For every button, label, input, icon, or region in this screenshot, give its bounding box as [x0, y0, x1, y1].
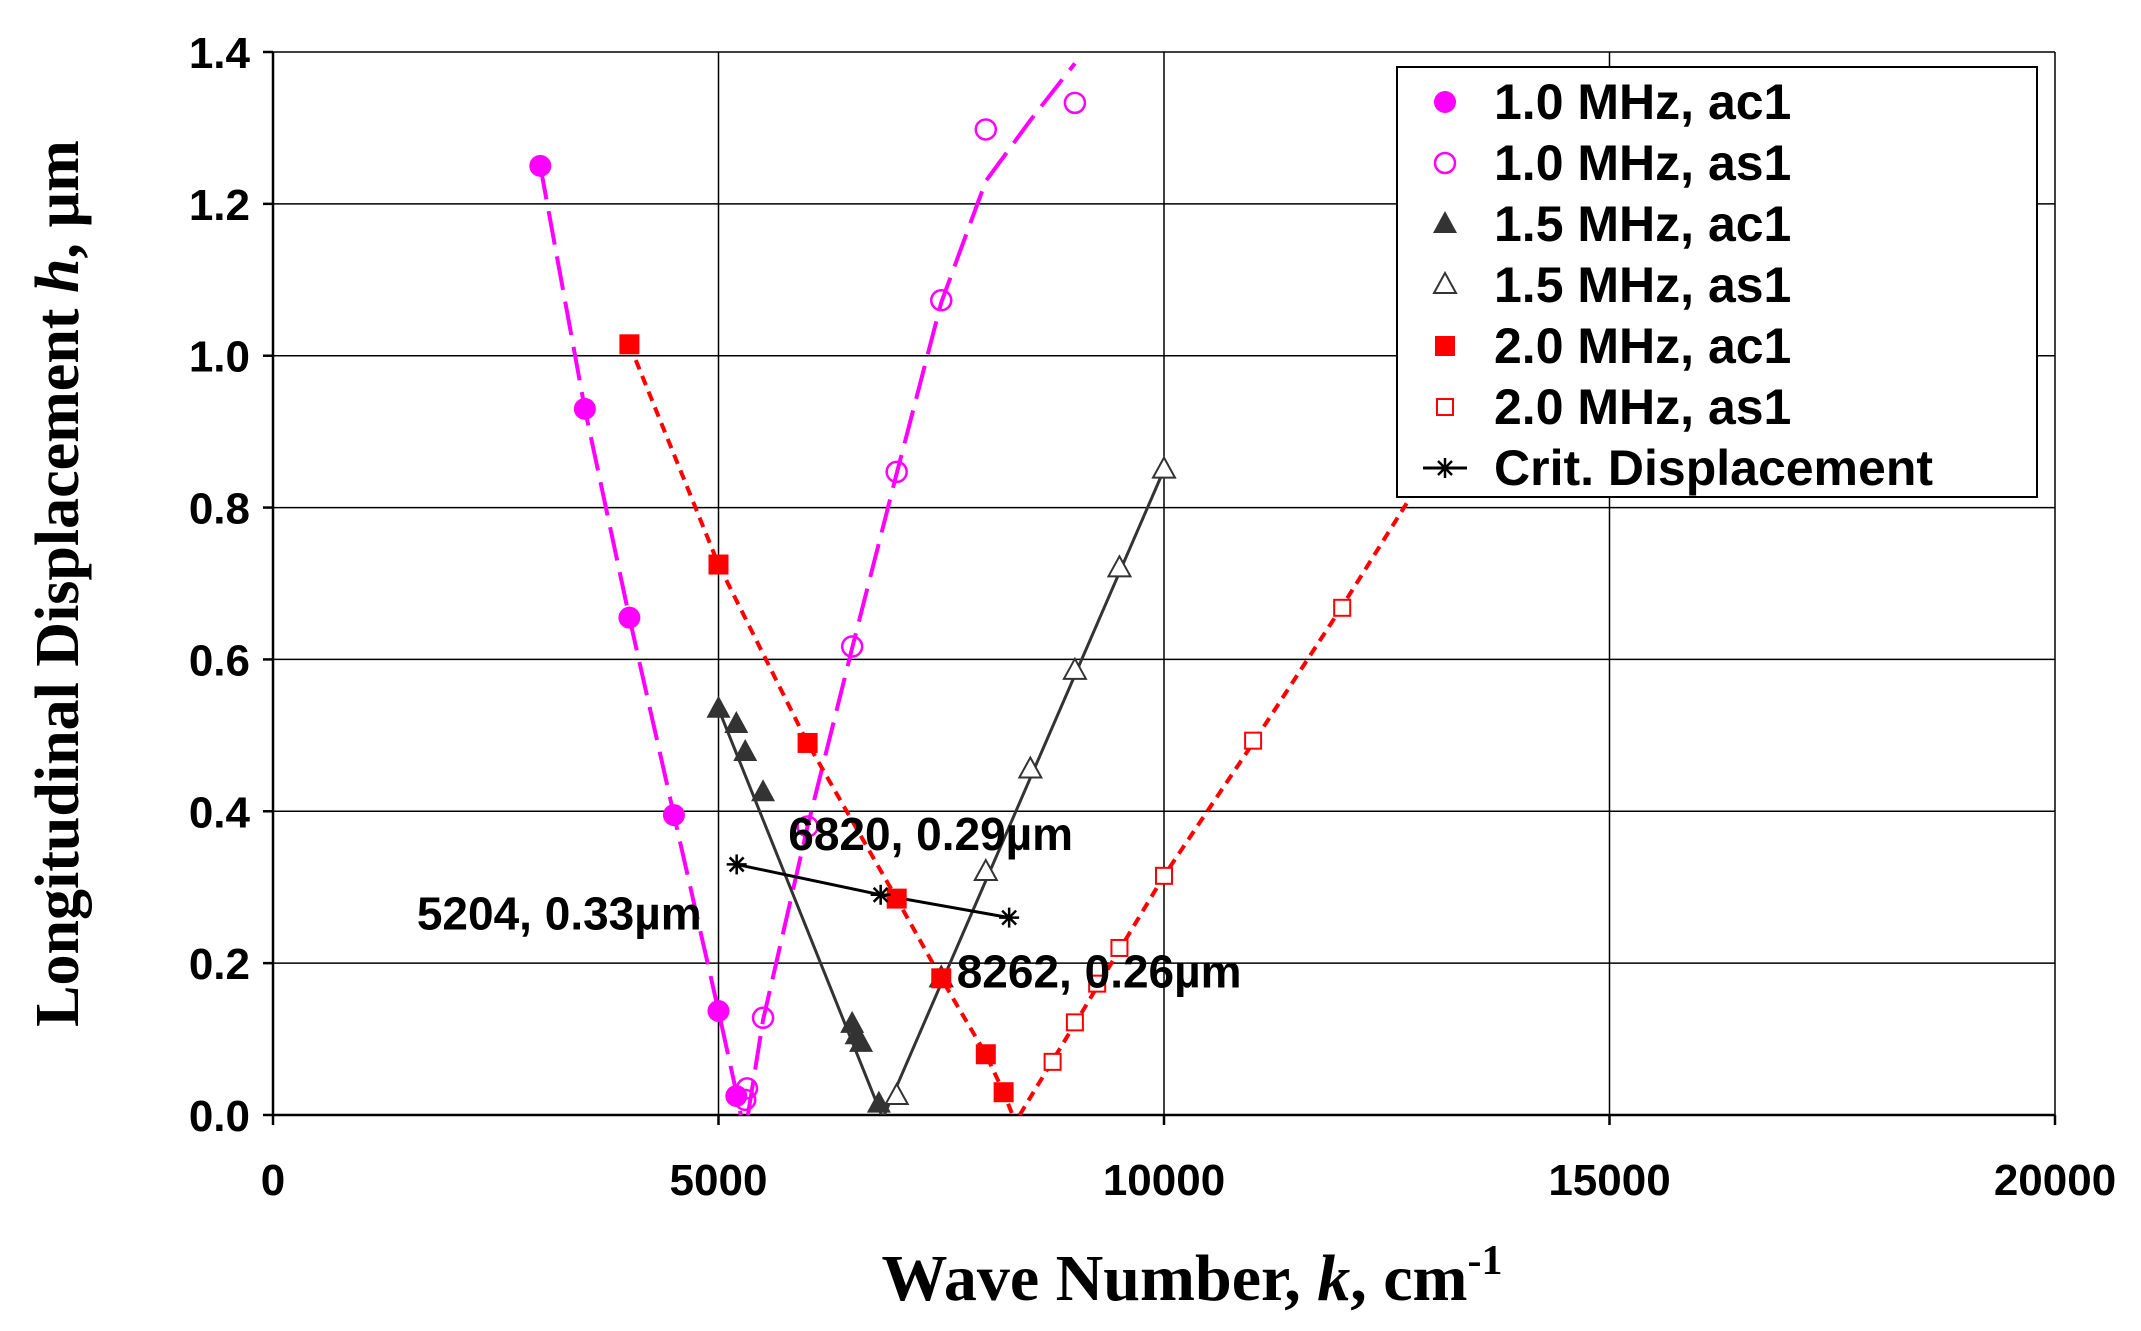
data-point	[973, 857, 999, 882]
series-line-1	[745, 62, 1077, 1115]
legend-item: Crit. Displacement	[1423, 440, 1933, 496]
x-tick-label: 10000	[1103, 1156, 1225, 1205]
legend-marker	[1433, 151, 1457, 175]
asterisk-stroke	[872, 886, 889, 903]
y-tick-label: 0.8	[189, 485, 250, 534]
data-point	[1017, 755, 1044, 779]
annotation-label: 5204, 0.33µm	[417, 887, 702, 939]
data-point	[797, 732, 818, 753]
data-point	[733, 739, 758, 762]
data-point	[1333, 598, 1352, 617]
y-tick-label: 0.2	[189, 940, 250, 989]
legend-box	[1396, 66, 2038, 498]
data-point	[975, 1044, 996, 1065]
data-point	[708, 554, 729, 575]
data-point	[1043, 1052, 1062, 1071]
legend-marker	[1434, 91, 1456, 113]
legend-item: 1.5 MHz, as1	[1432, 257, 1791, 313]
data-point	[529, 154, 552, 177]
data-point	[618, 606, 641, 629]
data-point	[1244, 731, 1263, 750]
data-point	[735, 1077, 759, 1100]
data-point	[870, 884, 891, 905]
data-point	[885, 460, 908, 484]
data-point	[886, 888, 907, 909]
legend-item: 1.0 MHz, as1	[1433, 135, 1791, 191]
y-tick-label: 1.4	[189, 29, 251, 78]
data-point	[974, 118, 998, 141]
x-tick-label: 20000	[1994, 1156, 2116, 1205]
data-point	[733, 1088, 757, 1112]
y-tick-label: 1.2	[189, 181, 250, 230]
data-point	[1063, 91, 1087, 115]
y-tick-label: 0.4	[189, 788, 251, 837]
x-tick-label: 5000	[670, 1156, 768, 1205]
series-line-5	[1017, 491, 1416, 1115]
legend-label: 1.0 MHz, ac1	[1494, 74, 1791, 130]
legend-marker	[1435, 458, 1455, 478]
data-point	[796, 815, 819, 838]
asterisk-stroke	[1001, 909, 1018, 926]
legend-label: 2.0 MHz, as1	[1494, 379, 1791, 435]
data-point	[1065, 1013, 1084, 1032]
y-tick-label: 0.6	[189, 636, 250, 685]
data-point	[707, 999, 730, 1022]
legend-item: 2.0 MHz, as1	[1436, 379, 1791, 435]
legend-label: 1.0 MHz, as1	[1494, 135, 1791, 191]
data-point	[619, 334, 640, 355]
data-point	[931, 968, 952, 989]
legend-item: 1.5 MHz, ac1	[1433, 196, 1791, 252]
legend-label: 2.0 MHz, ac1	[1494, 318, 1791, 374]
data-point	[930, 289, 953, 312]
data-point	[993, 1082, 1014, 1103]
data-point	[573, 397, 596, 420]
data-point	[1062, 656, 1088, 680]
data-point	[866, 1090, 891, 1113]
asterisk-stroke	[728, 856, 745, 873]
x-axis-label: Wave Number, k, cm-1	[881, 1238, 1502, 1315]
data-point	[1088, 974, 1107, 993]
annotation-label: 8262, 0.26µm	[957, 946, 1242, 998]
data-point	[726, 854, 747, 875]
asterisk-stroke	[1437, 460, 1453, 476]
data-point	[1106, 554, 1133, 578]
legend-item: 1.0 MHz, ac1	[1434, 74, 1791, 130]
data-point	[751, 1006, 775, 1030]
annotation-label: 6820, 0.29µm	[788, 808, 1073, 860]
series-points-1	[733, 91, 1087, 1112]
data-point	[706, 695, 731, 718]
data-point	[751, 779, 776, 802]
series-points-5	[1043, 598, 1352, 1071]
data-point	[1110, 938, 1129, 957]
legend-marker	[1436, 398, 1454, 416]
y-axis-label: Longitudinal Displacement h, µm	[24, 140, 92, 1027]
data-point	[662, 804, 685, 827]
legend-marker	[1432, 270, 1458, 294]
legend-marker	[1433, 211, 1457, 233]
y-tick-label: 0.0	[189, 1092, 250, 1141]
legend-item: 2.0 MHz, ac1	[1435, 318, 1791, 374]
y-tick-label: 1.0	[189, 333, 250, 382]
data-point	[840, 635, 864, 658]
data-point	[884, 1081, 910, 1106]
series-points-4	[619, 334, 1014, 1103]
data-point	[1155, 866, 1173, 885]
series-points-6	[726, 854, 1020, 928]
legend-label: 1.5 MHz, as1	[1494, 257, 1791, 313]
legend-label: 1.5 MHz, ac1	[1494, 196, 1791, 252]
series-points-0	[529, 154, 748, 1108]
x-tick-label: 0	[261, 1156, 285, 1205]
data-point	[849, 1029, 874, 1052]
series-points-2	[706, 695, 891, 1113]
data-point	[1151, 455, 1177, 479]
legend-marker	[1435, 336, 1455, 356]
legend-label: Crit. Displacement	[1494, 440, 1933, 496]
data-point	[724, 710, 749, 733]
data-point	[999, 907, 1020, 928]
x-tick-label: 15000	[1548, 1156, 1670, 1205]
